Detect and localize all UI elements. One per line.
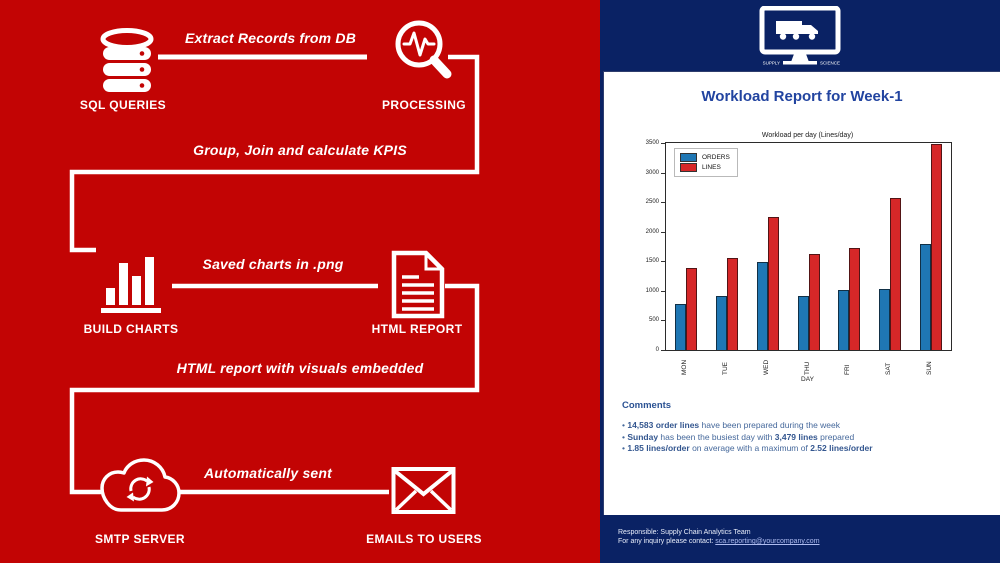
chart-x-title: DAY <box>801 376 814 383</box>
logo-right-text: SCIENCE <box>820 61 840 66</box>
caption-extract-records: Extract Records from DB <box>184 30 357 46</box>
legend-item-orders: ORDERS <box>680 153 730 162</box>
lines-bar-sun <box>930 144 942 350</box>
truck-icon <box>776 21 818 40</box>
chart-x-axis: MON TUE WED THU FRI SAT SUN <box>665 351 950 375</box>
legend-swatch-lines <box>680 163 697 172</box>
bar-group-sat <box>870 143 911 350</box>
lines-bar-wed <box>767 216 779 350</box>
footer-contact-prefix: For any inquiry please contact: <box>618 538 716 545</box>
y-tick-2000: 2000 <box>646 229 665 235</box>
label-build-charts: BUILD CHARTS <box>83 322 179 336</box>
bar-group-tue <box>707 143 748 350</box>
report-panel: SUPPLY SCIENCE Workload Report for Week-… <box>600 0 1000 563</box>
footer-responsible: Responsible: Supply Chain Analytics Team <box>618 529 751 536</box>
comment-bullet-3: • 1.85 lines/order on average with a max… <box>622 443 873 453</box>
legend-label-orders: ORDERS <box>702 154 730 161</box>
bar-group-thu <box>788 143 829 350</box>
logo-left-text: SUPPLY <box>763 61 780 66</box>
chart-plot: ORDERS LINES <box>665 142 952 351</box>
orders-bar-tue <box>716 296 728 350</box>
legend-item-lines: LINES <box>680 163 730 172</box>
caption-group-join: Group, Join and calculate KPIS <box>193 142 407 158</box>
comments-section: Comments • 14,583 order lines have been … <box>622 400 982 455</box>
orders-bar-thu <box>797 296 809 350</box>
y-tick-2500: 2500 <box>646 199 665 205</box>
y-tick-1500: 1500 <box>646 258 665 264</box>
x-tick-mon: MON <box>681 359 689 375</box>
bar-group-sun <box>910 143 951 350</box>
envelope-icon <box>391 467 456 514</box>
flow-connectors <box>69 54 480 495</box>
footer-contact: For any inquiry please contact: sca.repo… <box>618 537 1000 546</box>
lines-bar-sat <box>889 197 901 350</box>
x-tick-wed: WED <box>762 359 770 375</box>
orders-bar-fri <box>838 289 850 350</box>
bar-group-fri <box>829 143 870 350</box>
chart-y-axis: 0 500 1000 1500 2000 2500 3000 3500 <box>639 140 665 353</box>
legend-swatch-orders <box>680 153 697 162</box>
legend-label-lines: LINES <box>702 164 721 171</box>
report-title: Workload Report for Week-1 <box>701 88 903 105</box>
chart-title: Workload per day (Lines/day) <box>761 132 854 139</box>
bar-group-wed <box>747 143 788 350</box>
pipeline-panel: Extract Records from DB Group, Join and … <box>0 0 600 563</box>
comment-bullet-2: • Sunday has been the busiest day with 3… <box>622 431 855 442</box>
orders-bar-wed <box>756 262 768 350</box>
x-tick-fri: FRI <box>844 364 852 375</box>
lines-bar-fri <box>849 247 861 350</box>
y-tick-0: 0 <box>656 347 665 353</box>
comment-bullet-1: • 14,583 order lines have been prepared … <box>622 420 840 430</box>
label-sql-queries: SQL QUERIES <box>79 98 167 112</box>
cloud-sync-icon <box>100 458 181 512</box>
x-tick-sat: SAT <box>884 362 892 375</box>
y-tick-3500: 3500 <box>646 140 665 146</box>
y-tick-500: 500 <box>649 317 665 323</box>
label-smtp-server: SMTP SERVER <box>95 532 185 546</box>
report-header: SUPPLY SCIENCE <box>600 0 1000 72</box>
report-footer: Responsible: Supply Chain Analytics Team… <box>600 515 1000 563</box>
footer-contact-email-link[interactable]: sca.reporting@yourcompany.com <box>715 538 820 545</box>
caption-saved-charts: Saved charts in .png <box>202 256 344 272</box>
x-tick-thu: THU <box>803 361 811 375</box>
comments-heading: Comments <box>622 400 672 411</box>
lines-bar-thu <box>808 254 820 350</box>
bar-group-mon <box>666 143 707 350</box>
pipeline-graphics <box>69 20 480 514</box>
y-tick-1000: 1000 <box>646 288 665 294</box>
orders-bar-mon <box>675 304 687 350</box>
supply-science-logo: SUPPLY SCIENCE <box>759 6 841 66</box>
document-icon <box>391 250 445 319</box>
y-tick-3000: 3000 <box>646 170 665 176</box>
lines-bar-mon <box>686 268 698 350</box>
x-tick-sun: SUN <box>925 361 933 375</box>
report-page: Workload Report for Week-1 Workload per … <box>604 72 1000 515</box>
lines-bar-tue <box>727 258 739 350</box>
caption-html-visuals: HTML report with visuals embedded <box>176 360 424 376</box>
processing-magnifier-icon <box>395 20 452 79</box>
caption-auto-sent: Automatically sent <box>203 465 333 481</box>
bar-chart-icon <box>101 257 161 313</box>
orders-bar-sun <box>919 243 931 350</box>
database-icon <box>100 28 154 92</box>
label-emails-to-users: EMAILS TO USERS <box>366 532 482 546</box>
orders-bar-sat <box>878 289 890 350</box>
x-tick-tue: TUE <box>722 362 730 375</box>
workload-chart: Workload per day (Lines/day) 0 500 1000 150… <box>639 132 969 383</box>
chart-legend: ORDERS LINES <box>674 148 738 177</box>
comments-bullets: • 14,583 order lines have been prepared … <box>622 420 982 455</box>
label-html-report: HTML REPORT <box>371 322 463 336</box>
label-processing: PROCESSING <box>381 98 466 112</box>
